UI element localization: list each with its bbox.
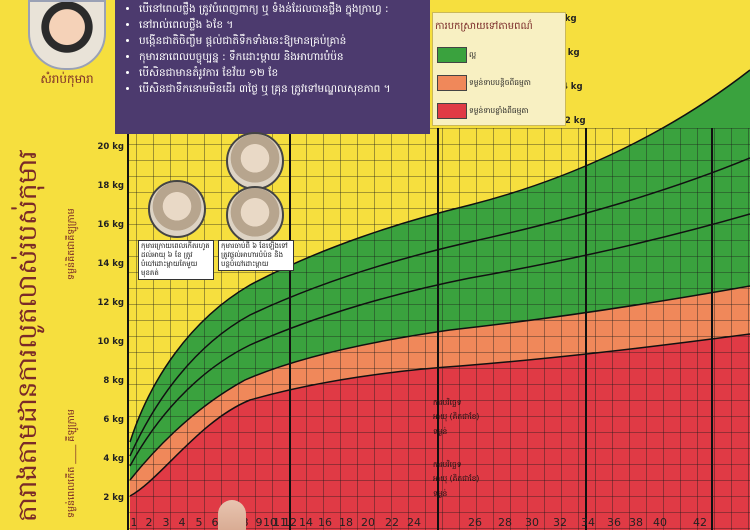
instruction-line: បង្កើនជាតិចិញ្ចឹម ផ្តល់ជាតិទឹកទាំងនេះឱ្យ… [139, 34, 420, 49]
instruction-line: កុមារនាពេលបច្ចុប្បន្ន : ទឹកដោះម្តាយ និងអ… [139, 50, 420, 65]
sub-labels-svg: ទម្ងន់គិតជាគីឡូក្រាម ទម្ងន់ពេលកើត ____ គ… [64, 208, 79, 518]
y-tick-label-right: 22 kg [559, 116, 586, 126]
x-tick-label: 11 [273, 516, 287, 529]
birth-weight-label: ទម្ងន់ពេលកើត ____ គីឡូក្រាម [64, 409, 79, 518]
x-tick-label: 9 [255, 516, 263, 529]
curve-lowest [129, 333, 750, 497]
feeding-illustrations: កុមារក្រោយពេលកើតរហូត ដល់អាយុ ៦ ខែ ត្រូវប… [138, 128, 294, 280]
y-tick-label: 20 kg [97, 142, 124, 152]
x-tick-label: 24 [407, 516, 421, 529]
record-weight-label: ទម្ងន់ [433, 489, 448, 498]
curve-top [129, 69, 750, 443]
curve-mid [129, 213, 750, 467]
record-age-label: អាយុ (គិតជាខែ) [433, 412, 480, 421]
photo-feeding-bottom [226, 186, 284, 244]
curve-low [129, 285, 750, 481]
finger-overlay [218, 500, 246, 530]
weight-unit-label: ទម្ងន់គិតជាគីឡូក្រាម [64, 208, 79, 280]
x-tick-label: 4 [178, 516, 186, 529]
y-tick-label: 12 kg [97, 298, 124, 308]
x-tick-label: 40 [653, 516, 667, 529]
x-tick-label: 1 [130, 516, 138, 529]
x-tick-label: 26 [468, 516, 482, 529]
y-tick-label: 4 kg [103, 454, 124, 464]
legend-swatch-low [437, 75, 467, 91]
curve-upper [129, 157, 750, 457]
instruction-line: បើសិនជាទឹកនោមមិនដើរ ៣ថ្ងៃ ឬ គ្រុន ត្រូវទ… [139, 82, 420, 97]
photo-feeding-top [226, 132, 284, 190]
vertical-title-svg: តារាងតាមដានការលូតលាស់របស់កុមារា [11, 142, 45, 522]
instructions-box: បើនៅពេលថ្លឹង ត្រូវបំពេញពាក្យ ឬ ទំងន់ដែលប… [115, 0, 430, 134]
caption-complementary: កុមារចាប់ពី ៦ ខែឡើងទៅ ត្រូវផ្តល់អាហារបំប… [218, 240, 294, 271]
x-tick-label: 22 [385, 516, 399, 529]
x-tick-label: 34 [581, 516, 595, 529]
record-date-label: ការបរិច្ឆេទ [433, 460, 462, 469]
x-tick-label: 5 [195, 516, 203, 529]
legend-label-good: ល្អ [469, 50, 477, 59]
y-tick-label: 18 kg [97, 181, 124, 191]
x-tick-label: 18 [339, 516, 353, 529]
instruction-line: បើសិនជាមានតំរូវការ ខែវ័យ ១២ ខែ [139, 66, 420, 81]
sub-labels: ទម្ងន់គិតជាគីឡូក្រាម ទម្ងន់ពេលកើត ____ គ… [62, 150, 82, 518]
x-tick-label: 3 [162, 516, 170, 529]
record-weight-label: ទម្ងន់ [433, 427, 448, 436]
legend-title: ការបកស្រាយទៅតាមពណ៌ [435, 21, 533, 32]
y-tick-label: 10 kg [97, 337, 124, 347]
x-tick-label: 20 [361, 516, 375, 529]
y-tick-label: 2 kg [103, 493, 124, 503]
y-tick-label-right: 24 kg [556, 82, 583, 92]
x-tick-label: 16 [318, 516, 332, 529]
y-tick-label: 8 kg [103, 376, 124, 386]
for-boys-label: សំរាប់កុមារា [40, 72, 94, 86]
x-tick-label: 2 [145, 516, 153, 529]
y-tick-label: 14 kg [97, 259, 124, 269]
record-date-label: ការបរិច្ឆេទ [433, 398, 462, 407]
instructions-list: បើនៅពេលថ្លឹង ត្រូវបំពេញពាក្យ ឬ ទំងន់ដែលប… [125, 2, 420, 97]
x-tick-label: 14 [299, 516, 313, 529]
y-tick-label-right: 26 kg [553, 48, 580, 58]
child-photo [28, 0, 106, 70]
x-tick-label: 6 [211, 516, 219, 529]
x-tick-label: 28 [498, 516, 512, 529]
x-tick-label: 30 [525, 516, 539, 529]
record-age-label: អាយុ (គិតជាខែ) [433, 474, 480, 483]
instruction-line: បើនៅពេលថ្លឹង ត្រូវបំពេញពាក្យ ឬ ទំងន់ដែលប… [139, 2, 420, 17]
x-tick-label: 36 [607, 516, 621, 529]
color-legend: ការបកស្រាយទៅតាមពណ៌ ល្អ ទម្ងន់ទាបបន្តិចពី… [432, 12, 566, 126]
legend-swatch-good [437, 47, 467, 63]
legend-label-very-low: ទម្ងន់ទាបខ្លាំងពីធម្មតា [469, 106, 529, 115]
caption-breastfeeding: កុមារក្រោយពេលកើតរហូត ដល់អាយុ ៦ ខែ ត្រូវប… [138, 240, 214, 280]
vertical-title-text: តារាងតាមដានការលូតលាស់របស់កុមារា [11, 150, 45, 522]
vertical-title: តារាងតាមដានការលូតលាស់របស់កុមារា [6, 142, 46, 530]
y-tick-label: 6 kg [103, 415, 124, 425]
x-tick-label: 38 [629, 516, 643, 529]
x-tick-label: 42 [693, 516, 707, 529]
instruction-line: នៅរាល់ពេលថ្លឹង ៦ខែ ។ [139, 18, 420, 33]
y-tick-label: 16 kg [97, 220, 124, 230]
photo-breastfeeding [148, 180, 206, 238]
legend-swatch-very-low [437, 103, 467, 119]
x-tick-label: 32 [553, 516, 567, 529]
legend-label-low: ទម្ងន់ទាបបន្តិចពីធម្មតា [469, 78, 531, 87]
x-tick-label: 10 [263, 516, 277, 529]
x-tick-label: 12 [283, 516, 297, 529]
